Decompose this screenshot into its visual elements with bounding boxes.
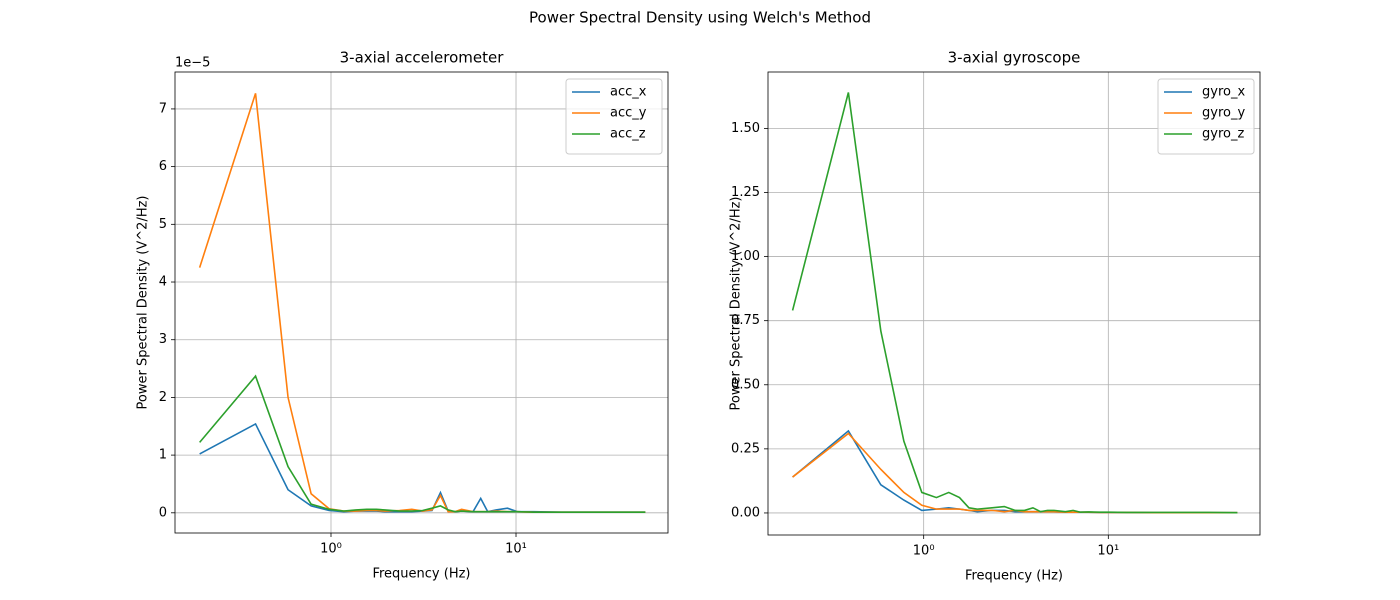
y-tick-label: 0.25 bbox=[731, 441, 760, 456]
legend-label: gyro_z bbox=[1202, 127, 1244, 142]
y-tick-label: 0.50 bbox=[731, 377, 760, 392]
y-tick-label: 3 bbox=[159, 332, 167, 347]
y-tick-label: 1 bbox=[159, 448, 167, 463]
y-tick-label: 1.25 bbox=[731, 185, 760, 200]
axes-title: 3-axial accelerometer bbox=[340, 49, 505, 67]
legend-box bbox=[1157, 78, 1255, 155]
x-tick-label: 10¹ bbox=[505, 542, 527, 557]
axes-title: 3-axial gyroscope bbox=[948, 49, 1081, 67]
y-tick-label: 0.00 bbox=[731, 505, 760, 520]
legend-label: acc_x bbox=[610, 85, 647, 100]
x-tick-label: 10⁰ bbox=[913, 544, 935, 559]
x-tick-label: 10¹ bbox=[1097, 544, 1119, 559]
y-tick-label: 6 bbox=[159, 159, 167, 174]
y-offset-label: 1e−5 bbox=[175, 56, 210, 71]
y-tick-label: 7 bbox=[159, 101, 167, 116]
y-tick-label: 1.50 bbox=[731, 121, 760, 136]
line-series bbox=[199, 374, 646, 514]
y-tick-label: 2 bbox=[159, 390, 167, 405]
axes-frame bbox=[174, 71, 669, 534]
legend-box bbox=[565, 78, 663, 155]
line-series bbox=[791, 92, 1238, 514]
y-axis-label: Power Spectral Density (V^2/Hz) bbox=[729, 197, 744, 411]
legend-label: gyro_y bbox=[1202, 106, 1245, 121]
y-tick-label: 1.00 bbox=[731, 249, 760, 264]
figure-title: Power Spectral Density using Welch's Met… bbox=[529, 9, 871, 27]
y-tick-label: 0 bbox=[159, 505, 167, 520]
legend-label: acc_z bbox=[610, 127, 646, 142]
y-tick-label: 4 bbox=[159, 275, 167, 290]
y-tick-label: 0.75 bbox=[731, 313, 760, 328]
axes-frame bbox=[767, 71, 1261, 536]
x-axis-label: Frequency (Hz) bbox=[372, 567, 470, 582]
legend-label: gyro_x bbox=[1202, 85, 1245, 100]
x-tick-label: 10⁰ bbox=[320, 542, 342, 557]
legend-label: acc_y bbox=[610, 106, 647, 121]
y-tick-label: 5 bbox=[159, 217, 167, 232]
y-axis-label: Power Spectral Density (V^2/Hz) bbox=[136, 196, 151, 410]
x-axis-label: Frequency (Hz) bbox=[965, 569, 1063, 584]
